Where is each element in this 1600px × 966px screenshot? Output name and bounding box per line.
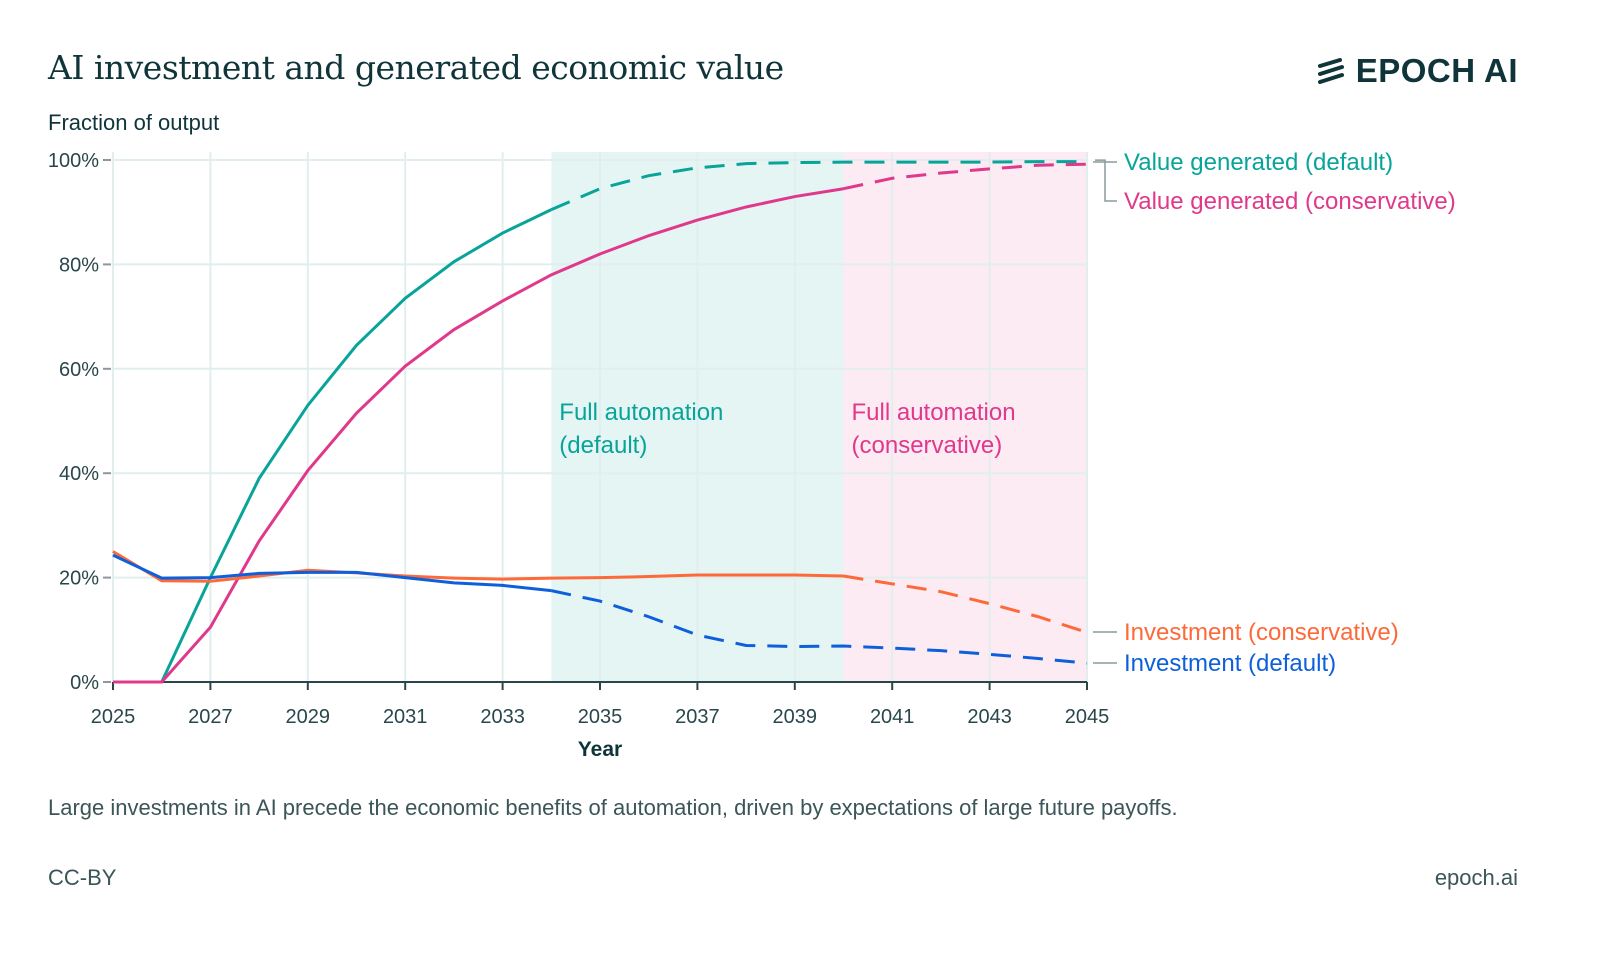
- legend-connector: [1095, 159, 1117, 202]
- y-tick-label: 0%: [70, 672, 99, 694]
- chart-title: AI investment and generated economic val…: [48, 48, 784, 87]
- x-tick-label: 2029: [286, 706, 331, 728]
- x-tick-label: 2031: [383, 706, 428, 728]
- series-label: Value generated (default): [1124, 149, 1393, 176]
- series-line-solid: [112, 553, 552, 593]
- logo-stripes-icon: [1317, 58, 1344, 84]
- series-line-dashed: [550, 589, 1088, 665]
- x-axis-label: Year: [578, 738, 622, 761]
- series-line-dashed: [550, 160, 1087, 211]
- region-label: (default): [559, 432, 647, 459]
- region-label: Full automation: [559, 399, 723, 426]
- x-tick-label: 2039: [773, 706, 818, 728]
- region-label: (conservative): [852, 432, 1003, 459]
- y-axis-label: Fraction of output: [48, 110, 220, 135]
- site-link[interactable]: epoch.ai: [1434, 865, 1518, 890]
- y-tick-label: 60%: [59, 359, 99, 381]
- epoch-logo: EPOCH AI: [1316, 52, 1518, 90]
- y-tick-label: 100%: [48, 150, 99, 172]
- x-tick-label: 2037: [675, 706, 720, 728]
- series-line-solid: [113, 208, 552, 684]
- series-label: Value generated (conservative): [1124, 188, 1456, 215]
- logo-text: EPOCH AI: [1355, 52, 1518, 89]
- y-tick-label: 80%: [59, 254, 99, 276]
- license: CC-BY: [48, 865, 117, 890]
- region-label: Full automation: [852, 399, 1016, 426]
- caption: Large investments in AI precede the econ…: [48, 795, 1178, 820]
- x-tick-label: 2041: [870, 706, 915, 728]
- series-label: Investment (default): [1124, 650, 1336, 677]
- series-line-dashed: [843, 574, 1088, 634]
- x-tick-label: 2035: [578, 706, 623, 728]
- series-line-dashed: [843, 162, 1088, 191]
- series-label: Investment (conservative): [1124, 619, 1399, 646]
- x-tick-label: 2025: [91, 706, 136, 728]
- shaded-region: [843, 152, 1087, 682]
- series-line-solid: [113, 187, 844, 684]
- x-tick-label: 2027: [188, 706, 233, 728]
- x-tick-label: 2045: [1065, 706, 1110, 728]
- x-tick-label: 2033: [480, 706, 525, 728]
- x-tick-label: 2043: [967, 706, 1012, 728]
- y-tick-label: 40%: [59, 463, 99, 485]
- y-tick-label: 20%: [59, 568, 99, 590]
- series-line-solid: [112, 550, 844, 583]
